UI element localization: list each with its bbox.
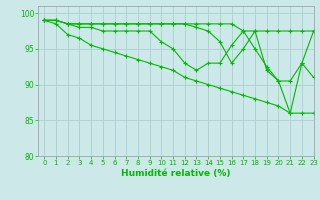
X-axis label: Humidité relative (%): Humidité relative (%): [121, 169, 231, 178]
